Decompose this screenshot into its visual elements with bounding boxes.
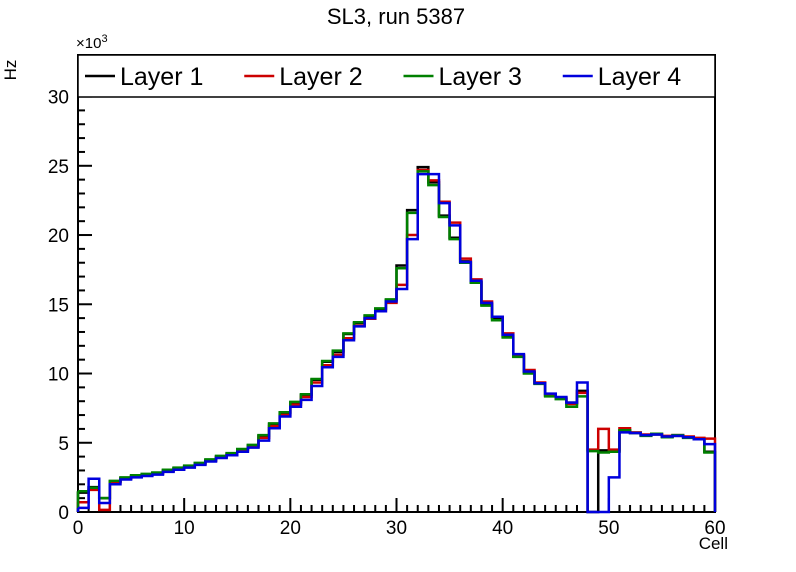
y-tick-label: 25 — [48, 157, 69, 178]
x-axis-title: Cell — [699, 534, 728, 553]
plot-title: SL3, run 5387 — [327, 4, 465, 29]
x-tick-label: 60 — [704, 518, 725, 539]
y-tick-label: 30 — [48, 88, 69, 109]
x-tick-label: 20 — [280, 518, 301, 539]
y-tick-label: 15 — [48, 295, 69, 316]
series-line-layer-4 — [76, 172, 717, 514]
y-tick-label: 5 — [58, 434, 69, 455]
y-tick-label: 0 — [58, 503, 69, 524]
y-tick-label: 10 — [48, 365, 69, 386]
x-tick-label: 0 — [73, 518, 84, 539]
y-axis-exponent: ×103 — [76, 33, 108, 52]
y-tick-label: 20 — [48, 226, 69, 247]
legend-label-layer-2: Layer 2 — [279, 63, 362, 91]
x-tick-label: 30 — [386, 518, 407, 539]
y-axis-title: Hz — [1, 60, 20, 81]
x-tick-label: 40 — [492, 518, 513, 539]
legend-box — [77, 54, 716, 98]
x-tick-label: 10 — [174, 518, 195, 539]
legend-label-layer-3: Layer 3 — [439, 63, 522, 91]
legend-label-layer-1: Layer 1 — [120, 63, 203, 91]
x-tick-label: 50 — [598, 518, 619, 539]
legend-label-layer-4: Layer 4 — [598, 63, 681, 91]
